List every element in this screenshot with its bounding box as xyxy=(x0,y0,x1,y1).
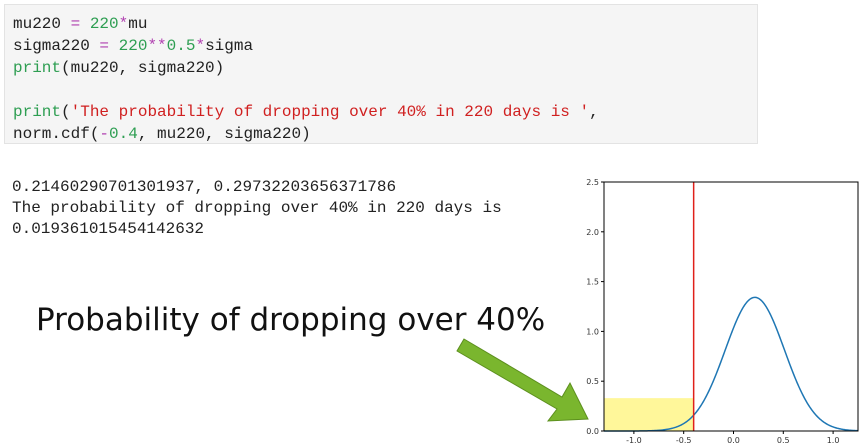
y-tick-label: 2.0 xyxy=(586,228,599,237)
code-token: 220 xyxy=(118,37,148,55)
y-tick-label: 2.5 xyxy=(586,178,599,187)
code-line: norm.cdf(-0.4, mu220, sigma220) xyxy=(13,123,311,145)
code-token: * xyxy=(118,15,129,33)
y-tick-label: 1.0 xyxy=(586,327,599,336)
code-token: sigma xyxy=(205,37,254,55)
code-line xyxy=(13,79,23,101)
code-line: sigma220 = 220**0.5*sigma xyxy=(13,35,253,57)
code-token: 220 xyxy=(89,15,119,33)
code-token: = xyxy=(70,15,81,33)
y-tick-label: 1.5 xyxy=(586,278,599,287)
code-token: - xyxy=(99,125,110,143)
code-token: print xyxy=(13,59,62,77)
code-token: = xyxy=(99,37,110,55)
code-token: sigma220 xyxy=(13,37,100,55)
x-tick-label: 1.0 xyxy=(827,436,840,445)
y-tick-label: 0.0 xyxy=(586,427,599,436)
code-token: norm.cdf( xyxy=(13,125,100,143)
x-tick-label: 0.5 xyxy=(777,436,790,445)
code-line: print('The probability of dropping over … xyxy=(13,101,599,123)
x-tick-label: 0.0 xyxy=(727,436,740,445)
code-token: ( xyxy=(61,103,71,121)
callout-label: Probability of dropping over 40% xyxy=(36,302,546,338)
code-token xyxy=(109,37,119,55)
code-line: print(mu220, sigma220) xyxy=(13,57,224,79)
code-token: ** xyxy=(147,37,167,55)
arrow-shape xyxy=(456,338,589,422)
output-line: The probability of dropping over 40% in … xyxy=(12,199,502,217)
code-cell[interactable]: mu220 = 220*mu sigma220 = 220**0.5*sigma p… xyxy=(4,4,758,144)
code-token: 'The probability of dropping over 40% in… xyxy=(70,103,590,121)
code-token: 0.5 xyxy=(166,37,196,55)
code-token: * xyxy=(195,37,206,55)
code-token: mu220 xyxy=(13,15,71,33)
code-token: , mu220, sigma220) xyxy=(137,125,311,143)
output-line: 0.21460290701301937, 0.29732203656371786 xyxy=(12,178,397,196)
x-tick-label: -0.5 xyxy=(676,436,692,445)
code-token: print xyxy=(13,103,62,121)
y-tick-label: 0.5 xyxy=(586,377,599,386)
code-token: 0.4 xyxy=(109,125,138,143)
callout-arrow-icon xyxy=(456,338,589,422)
code-token: mu xyxy=(128,15,148,33)
plot-frame xyxy=(603,181,859,432)
x-tick-label: -1.0 xyxy=(626,436,642,445)
code-line: mu220 = 220*mu xyxy=(13,13,147,35)
code-token xyxy=(80,15,90,33)
code-token: (mu220, sigma220) xyxy=(61,59,225,77)
normal-distribution-chart: -1.0 -0.5 0.0 0.5 1.0 0.0 0.5 1.0 1.5 2.0 2.5 xyxy=(586,178,859,445)
output-line: 0.019361015454142632 xyxy=(12,220,205,238)
code-token: , xyxy=(589,103,599,121)
